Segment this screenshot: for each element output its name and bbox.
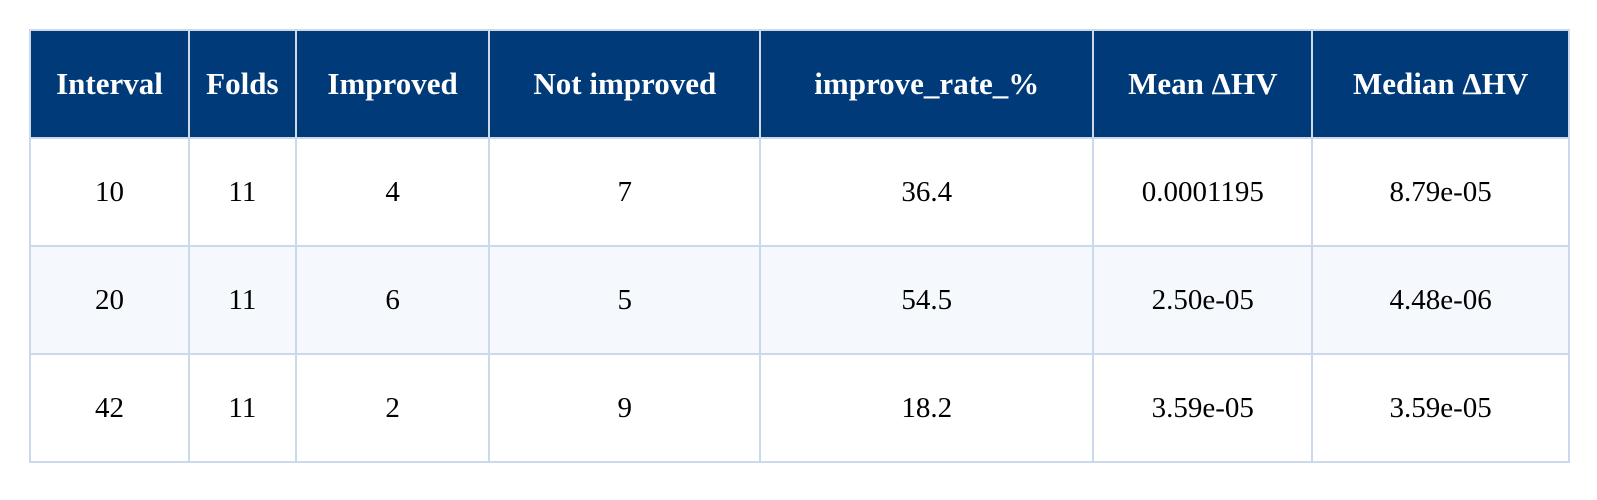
table-cell: 42 [29, 353, 190, 463]
table-cell: 20 [29, 245, 190, 355]
header-row: Interval Folds Improved Not improved imp… [29, 29, 1570, 139]
table-cell: 6 [294, 245, 491, 355]
column-header-median-delta-hv: Median ΔHV [1311, 29, 1570, 139]
table-cell: 2.50e-05 [1092, 245, 1314, 355]
table-cell: 2 [294, 353, 491, 463]
table-cell: 4 [294, 137, 491, 247]
table-cell: 3.59e-05 [1092, 353, 1314, 463]
table-cell: 36.4 [759, 137, 1095, 247]
table-cell: 8.79e-05 [1311, 137, 1570, 247]
table-cell: 18.2 [759, 353, 1095, 463]
table-cell: 0.0001195 [1092, 137, 1314, 247]
table-cell: 7 [488, 137, 762, 247]
column-header-improve-rate: improve_rate_% [759, 29, 1095, 139]
column-header-mean-delta-hv: Mean ΔHV [1092, 29, 1314, 139]
table-cell: 5 [488, 245, 762, 355]
table-cell: 54.5 [759, 245, 1095, 355]
results-table: Interval Folds Improved Not improved imp… [29, 29, 1570, 463]
table-cell: 9 [488, 353, 762, 463]
table-row: 10 11 4 7 36.4 0.0001195 8.79e-05 [29, 137, 1570, 247]
results-table-container: Interval Folds Improved Not improved imp… [29, 29, 1570, 463]
column-header-folds: Folds [187, 29, 297, 139]
table-cell: 4.48e-06 [1311, 245, 1570, 355]
column-header-not-improved: Not improved [488, 29, 762, 139]
table-cell: 3.59e-05 [1311, 353, 1570, 463]
table-row: 20 11 6 5 54.5 2.50e-05 4.48e-06 [29, 245, 1570, 355]
table-cell: 10 [29, 137, 190, 247]
table-cell: 11 [187, 353, 297, 463]
table-cell: 11 [187, 245, 297, 355]
column-header-interval: Interval [29, 29, 190, 139]
table-row: 42 11 2 9 18.2 3.59e-05 3.59e-05 [29, 353, 1570, 463]
column-header-improved: Improved [294, 29, 491, 139]
table-cell: 11 [187, 137, 297, 247]
